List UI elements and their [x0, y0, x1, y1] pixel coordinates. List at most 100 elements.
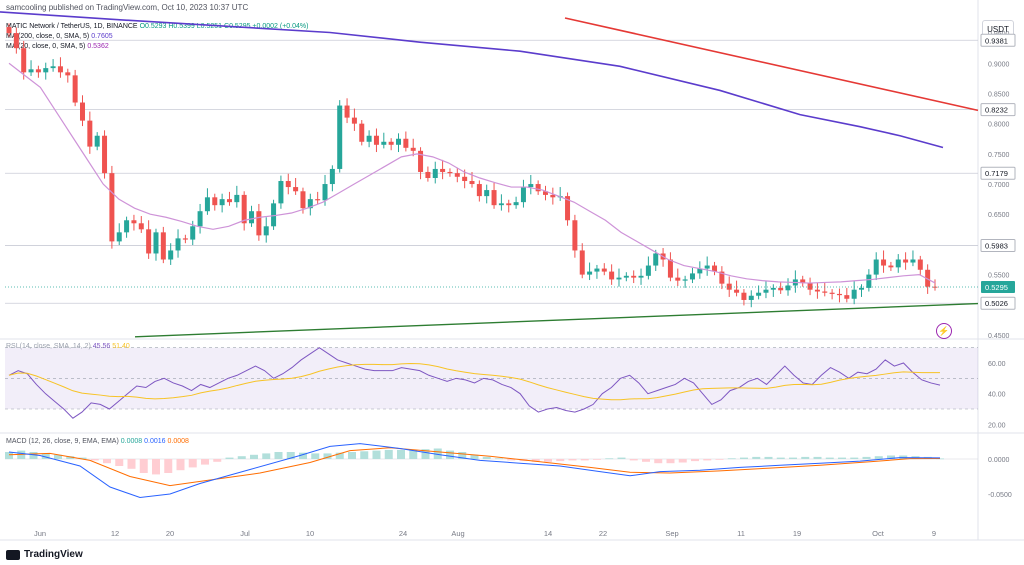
price-tick-label: 0.6500	[988, 212, 1010, 219]
candle-body	[667, 259, 673, 278]
candle-body	[513, 202, 519, 206]
brand-name: TradingView	[24, 549, 83, 560]
macd-histogram-bar	[642, 459, 650, 462]
macd-histogram-bar	[862, 456, 871, 459]
macd-histogram-bar	[482, 456, 491, 459]
candle-body	[800, 279, 806, 284]
lightning-icon[interactable]: ⚡	[936, 323, 952, 339]
candle-body	[146, 229, 152, 254]
rsi-label: RSI (14, close, SMA, 14, 2)	[6, 343, 91, 350]
candle-body	[440, 168, 446, 172]
candle-body	[587, 271, 593, 275]
candle-body	[469, 181, 475, 185]
rsi-tick-label: 60.00	[988, 361, 1006, 368]
ma20-legend[interactable]: MA (20, close, 0, SMA, 5) 0.5362	[6, 42, 109, 51]
time-tick-label: 19	[793, 529, 801, 538]
candle-body	[645, 265, 651, 276]
candle-body	[204, 197, 210, 212]
candle-body	[241, 194, 247, 224]
macd-histogram-bar	[188, 459, 197, 468]
candle-body	[859, 287, 865, 290]
tradingview-logo: TradingView	[6, 549, 83, 560]
level-label-box	[980, 166, 1016, 180]
candle-body	[484, 190, 490, 197]
macd-histogram-bar	[90, 459, 99, 461]
candle-body	[87, 120, 93, 147]
macd-histogram-bar	[433, 448, 442, 459]
candle-body	[734, 289, 740, 293]
candle-body	[124, 220, 130, 233]
macd-histogram-bar	[213, 459, 222, 462]
candle-body	[182, 238, 188, 240]
candle-body	[778, 287, 784, 291]
time-tick-label: 24	[399, 529, 407, 538]
rsi-ma-line	[8, 363, 941, 401]
candle-body	[756, 292, 762, 296]
rsi-tick-label: 40.00	[988, 392, 1006, 399]
candle-body	[631, 275, 637, 278]
candle-body	[925, 269, 931, 287]
candle-body	[520, 187, 526, 203]
candle-body	[704, 265, 710, 269]
macd-histogram-bar	[409, 450, 418, 459]
macd-histogram-bar	[825, 457, 834, 459]
time-tick-label: Jun	[34, 529, 46, 538]
candle-body	[366, 135, 372, 142]
time-tick-label: 9	[932, 529, 936, 538]
macd-histogram-bar	[593, 459, 601, 460]
ma200-value: 0.7605	[91, 33, 113, 40]
level-label: 0.9381	[985, 36, 1008, 45]
candle-body	[454, 173, 460, 177]
candle-body	[315, 199, 321, 201]
candle-body	[814, 289, 820, 292]
candle-body	[491, 190, 497, 206]
macd-histogram-bar	[372, 450, 381, 459]
candle-body	[579, 250, 585, 275]
candle-body	[322, 184, 328, 201]
time-tick-label: Sep	[665, 529, 678, 538]
candle-body	[79, 102, 85, 121]
candle-body	[844, 295, 850, 299]
macd-signal-line	[8, 447, 941, 487]
currency-button[interactable]: USDT	[982, 20, 1014, 38]
candle-body	[396, 138, 402, 145]
ma200-legend[interactable]: MA (200, close, 0, SMA, 5) 0.7605	[6, 32, 113, 41]
candle-body	[138, 223, 144, 230]
candle-body	[21, 48, 27, 73]
macd-histogram-bar	[103, 459, 111, 464]
candle-body	[57, 66, 63, 73]
macd-histogram-bar	[752, 456, 761, 459]
resistance-trendline	[564, 17, 979, 112]
ma200-line	[0, 11, 944, 149]
macd-histogram-bar	[335, 452, 344, 459]
candle-body	[351, 117, 357, 124]
candle-body	[307, 199, 313, 209]
candle-body	[102, 135, 108, 174]
candle-body	[616, 277, 622, 280]
macd-histogram-bar	[262, 453, 271, 459]
candle-body	[109, 173, 115, 242]
rsi-legend[interactable]: RSI (14, close, SMA, 14, 2) 45.56 51.40	[6, 343, 130, 350]
macd-histogram-bar	[568, 459, 577, 461]
macd-histogram-bar	[5, 452, 13, 459]
macd-line	[8, 443, 941, 499]
candle-body	[94, 135, 100, 147]
level-label: 0.5983	[985, 241, 1008, 250]
candle-body	[726, 283, 732, 290]
price-tick-label: 0.9000	[988, 61, 1010, 68]
candle-body	[829, 292, 835, 294]
candle-body	[917, 259, 923, 270]
publish-info: samcooling published on TradingView.com,…	[6, 3, 249, 12]
candle-body	[535, 184, 541, 192]
macd-histogram-bar	[629, 459, 638, 461]
level-label: 0.8232	[985, 106, 1008, 115]
macd-legend[interactable]: MACD (12, 26, close, 9, EMA, EMA) 0.0008…	[6, 438, 189, 445]
candle-body	[550, 194, 556, 198]
macd-histogram-bar	[605, 458, 614, 460]
macd-tick-label: -0.0500	[988, 492, 1012, 499]
candle-body	[770, 287, 776, 290]
candle-body	[785, 285, 791, 291]
macd-histogram-bar	[397, 449, 405, 459]
macd-histogram-bar	[66, 456, 75, 459]
